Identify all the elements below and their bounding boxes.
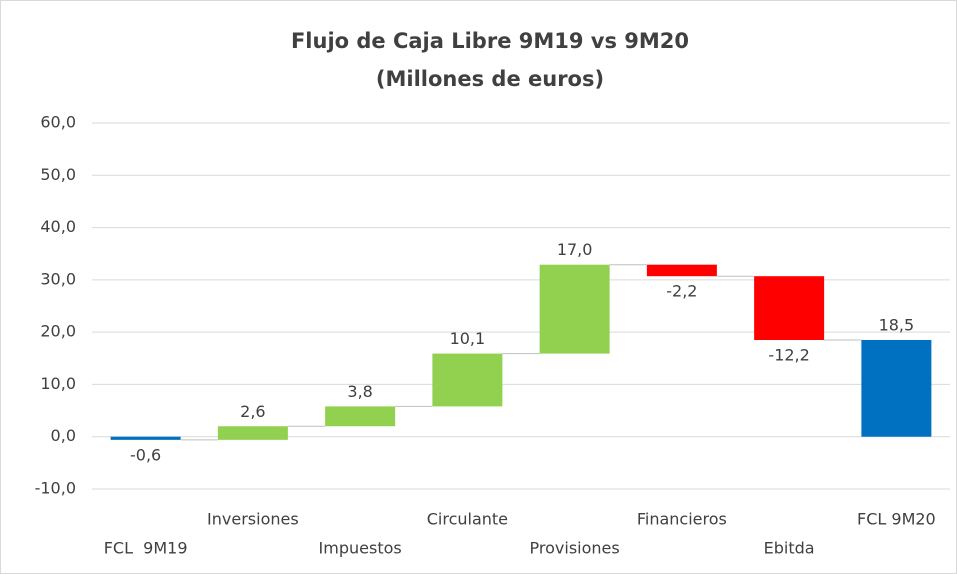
bar bbox=[432, 353, 503, 407]
bar bbox=[646, 264, 717, 277]
x-tick-label: Circulante bbox=[427, 510, 508, 529]
x-tick-label: FCL 9M19 bbox=[104, 539, 188, 558]
y-tick-label: 50,0 bbox=[40, 165, 76, 184]
y-tick-label: 20,0 bbox=[40, 322, 76, 341]
y-tick-label: -10,0 bbox=[35, 479, 76, 498]
x-tick-label: Provisiones bbox=[530, 539, 620, 558]
bar bbox=[754, 276, 825, 340]
bar bbox=[217, 426, 288, 440]
y-tick-label: 0,0 bbox=[51, 426, 76, 445]
bar bbox=[539, 264, 610, 354]
data-label: 2,6 bbox=[240, 402, 265, 421]
bar bbox=[861, 339, 932, 437]
data-label: 18,5 bbox=[879, 315, 915, 334]
y-tick-label: 60,0 bbox=[40, 113, 76, 132]
data-label: -12,2 bbox=[768, 345, 809, 364]
data-label: 17,0 bbox=[557, 240, 593, 259]
x-tick-label: Financieros bbox=[637, 510, 727, 529]
data-label: -0,6 bbox=[130, 445, 161, 464]
x-tick-label: Inversiones bbox=[207, 510, 299, 529]
bar bbox=[110, 436, 181, 440]
x-tick-label: FCL 9M20 bbox=[857, 510, 936, 529]
chart-subtitle: (Millones de euros) bbox=[376, 67, 604, 91]
y-tick-label: 30,0 bbox=[40, 269, 76, 288]
data-label: 3,8 bbox=[347, 382, 372, 401]
data-label: 10,1 bbox=[450, 329, 486, 348]
y-tick-label: 10,0 bbox=[40, 374, 76, 393]
y-tick-label: 40,0 bbox=[40, 217, 76, 236]
chart-title: Flujo de Caja Libre 9M19 vs 9M20 bbox=[291, 29, 689, 53]
data-label: -2,2 bbox=[666, 282, 697, 301]
x-tick-label: Ebitda bbox=[764, 539, 815, 558]
bar bbox=[325, 406, 396, 427]
x-tick-label: Impuestos bbox=[319, 539, 402, 558]
